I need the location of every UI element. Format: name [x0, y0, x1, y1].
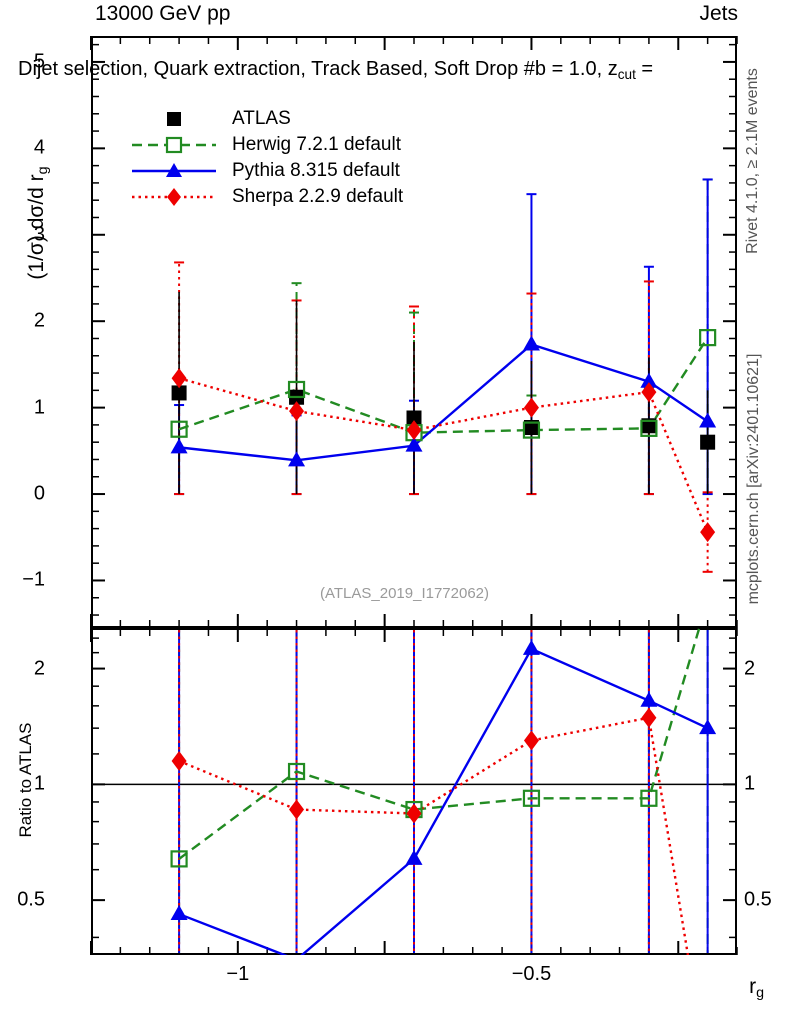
y-tick-label: 3: [33, 223, 45, 246]
ratio-y-tick-label-right: 2: [744, 657, 756, 680]
legend-marker-sample: [128, 158, 220, 184]
data-point-marker: [171, 368, 187, 389]
data-point-marker: [170, 438, 188, 454]
y-tick-label: 5: [33, 50, 45, 73]
ratio-y-tick-label-right: 1: [744, 772, 756, 795]
data-point-marker: [406, 410, 422, 426]
data-point-marker: [522, 421, 541, 439]
data-point-marker: [640, 372, 658, 388]
ratio-data-point-marker: [522, 639, 540, 655]
x-axis-label-text: r: [749, 975, 757, 998]
data-point-marker: [406, 420, 422, 441]
ratio-y-tick-label: 2: [33, 657, 45, 680]
analysis-id-watermark: (ATLAS_2019_I1772062): [320, 585, 490, 602]
plot-title-tail: =: [635, 58, 654, 80]
data-point-marker: [641, 418, 657, 434]
ratio-y-tick-label-right: 0.5: [744, 888, 772, 911]
ratio-y-tick-label: 1: [33, 772, 45, 795]
y-tick-label: 4: [33, 136, 45, 159]
ratio-data-point-marker: [699, 719, 717, 735]
plot-title-text: Dijet selection, Quark extraction, Track…: [18, 58, 618, 80]
data-point-marker: [287, 380, 306, 399]
ratio-data-point-marker: [406, 803, 422, 824]
ratio-series-line: [178, 628, 701, 860]
data-point-marker: [523, 419, 539, 435]
data-point-marker: [700, 522, 716, 543]
ratio-data-point-marker: [170, 905, 188, 921]
ratio-y-tick-label: 0.5: [17, 888, 45, 911]
ratio-data-point-marker: [171, 751, 187, 772]
x-axis-label-subscript: g: [756, 984, 764, 1001]
series-line: [178, 377, 709, 533]
data-point-marker: [288, 451, 306, 467]
plot-title: Dijet selection, Quark extraction, Track…: [18, 58, 653, 82]
data-point-marker: [699, 329, 717, 347]
ratio-series-line: [178, 716, 690, 955]
ratio-data-point-marker: [405, 849, 423, 865]
header-analysis-label: Jets: [699, 2, 738, 25]
legend-item-label: Herwig 7.2.1 default: [232, 134, 401, 155]
ratio-series-line: [178, 647, 709, 955]
data-point-marker: [171, 385, 187, 401]
legend-item-label: ATLAS: [232, 108, 291, 129]
y-tick-label: 2: [33, 309, 45, 332]
data-point-marker: [640, 419, 658, 437]
ratio-data-point-marker: [287, 762, 306, 781]
data-point-marker: [289, 401, 305, 422]
ratio-data-point-marker: [640, 691, 658, 707]
data-point-marker: [523, 397, 539, 418]
data-point-marker: [641, 382, 657, 403]
plot-title-subscript: cut: [617, 66, 636, 82]
legend-marker-sample: [128, 132, 220, 158]
legend-marker-sample: [128, 106, 220, 132]
x-tick-label: −1: [226, 963, 250, 985]
y-tick-label: 1: [33, 396, 45, 419]
series-line: [178, 343, 709, 462]
ratio-data-point-marker: [523, 730, 539, 751]
header-beam-label: 13000 GeV pp: [95, 2, 231, 25]
ratio-data-point-marker: [289, 799, 305, 820]
y-tick-label: −1: [22, 568, 45, 591]
ratio-data-point-marker: [641, 707, 657, 728]
x-tick-label: −0.5: [511, 963, 552, 985]
legend-marker-sample: [128, 184, 220, 210]
data-point-marker: [700, 434, 716, 450]
data-point-marker: [699, 412, 717, 428]
legend-marker: [166, 163, 182, 177]
x-axis-label: rg: [749, 975, 764, 1001]
data-point-marker: [522, 335, 540, 351]
legend-marker: [167, 188, 181, 206]
data-point-marker: [170, 420, 188, 438]
legend-marker: [167, 112, 181, 126]
ratio-data-point-marker: [640, 789, 658, 807]
data-point-marker: [405, 436, 423, 452]
series-line: [178, 336, 709, 434]
legend-marker: [165, 136, 183, 154]
y-tick-label: 0: [33, 482, 45, 505]
legend-item-label: Pythia 8.315 default: [232, 160, 400, 181]
ratio-data-point-marker: [170, 850, 188, 868]
legend-item-label: Sherpa 2.2.9 default: [232, 186, 404, 207]
ratio-data-point-marker: [522, 789, 541, 807]
